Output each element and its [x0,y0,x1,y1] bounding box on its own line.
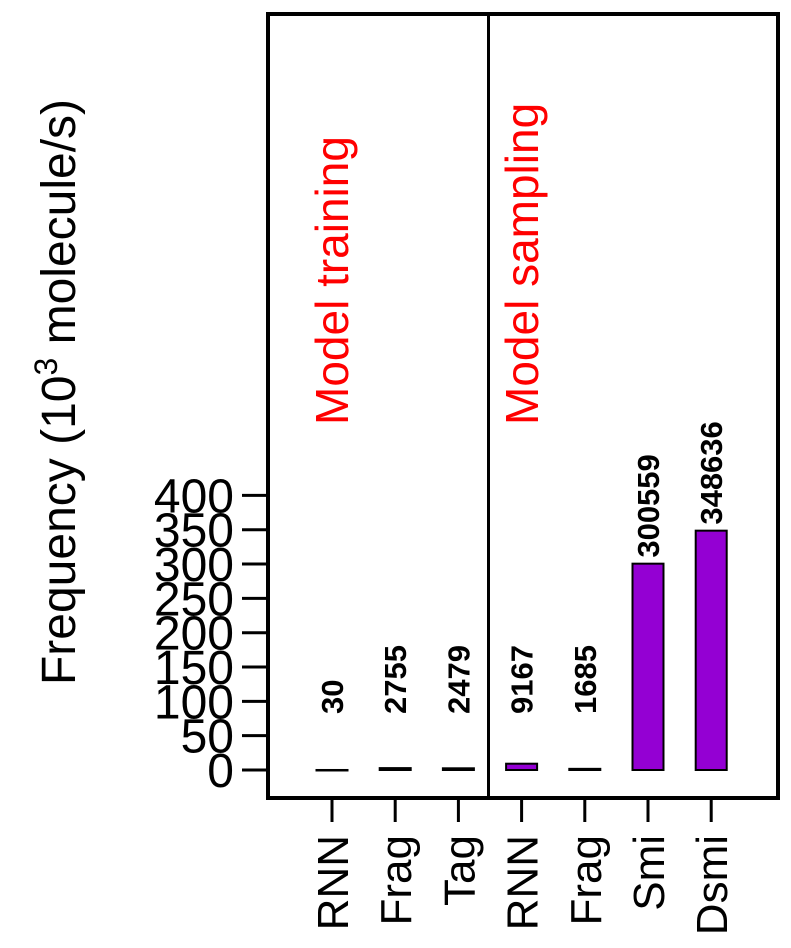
bar-frag [568,767,602,772]
y-tick-label: 200 [154,608,234,661]
bars [315,529,728,772]
y-tick-label: 100 [154,676,234,729]
y-tick-label: 0 [207,745,234,798]
group-annotations: Model training Model sampling [306,103,548,425]
x-tick-label: Tag [435,835,484,906]
value-labels: 30 2755 2479 9167 1685 300559 348636 [315,421,729,714]
y-axis-label: Frequency (103 molecule/s) [28,99,86,685]
x-tick-label: Dsmi [688,835,737,935]
bar-smi [631,562,665,772]
bar-value-label: 348636 [694,421,729,524]
bar-tag [441,767,475,771]
x-tick-label: Smi [625,835,674,911]
bar-rnn [505,762,539,771]
bar-value-label: 9167 [505,645,540,714]
y-axis-label-pre: Frequency (10 [33,376,86,686]
bar-value-label: 1685 [568,645,603,714]
y-tick-label: 350 [154,505,234,558]
y-tick-label: 400 [154,470,234,523]
y-axis-label-sup: 3 [28,358,64,376]
y-tick-label: 150 [154,642,234,695]
bar-value-label: 300559 [631,454,666,557]
x-tick-label: RNN [309,835,358,930]
bar-value-label: 2479 [441,645,476,714]
x-tick-label: Frag [562,835,611,925]
group-label-sampling: Model sampling [496,103,548,425]
plot-frame [266,12,780,800]
y-tick-label: 250 [154,573,234,626]
y-axis-label-post: molecule/s) [33,99,86,358]
x-tick-label: Frag [372,835,421,925]
group-label-training: Model training [306,136,358,425]
bar-dsmi [694,529,728,771]
bar-value-label: 2755 [378,645,413,714]
bar-frag [378,767,412,772]
x-tick-label: RNN [499,835,548,930]
x-axis: RNN Frag Tag RNN Frag Smi Dsmi [309,798,737,935]
bar-rnn [315,768,349,772]
bar-value-label: 30 [315,680,350,714]
y-tick-label: 50 [181,711,234,764]
y-tick-label: 300 [154,539,234,592]
